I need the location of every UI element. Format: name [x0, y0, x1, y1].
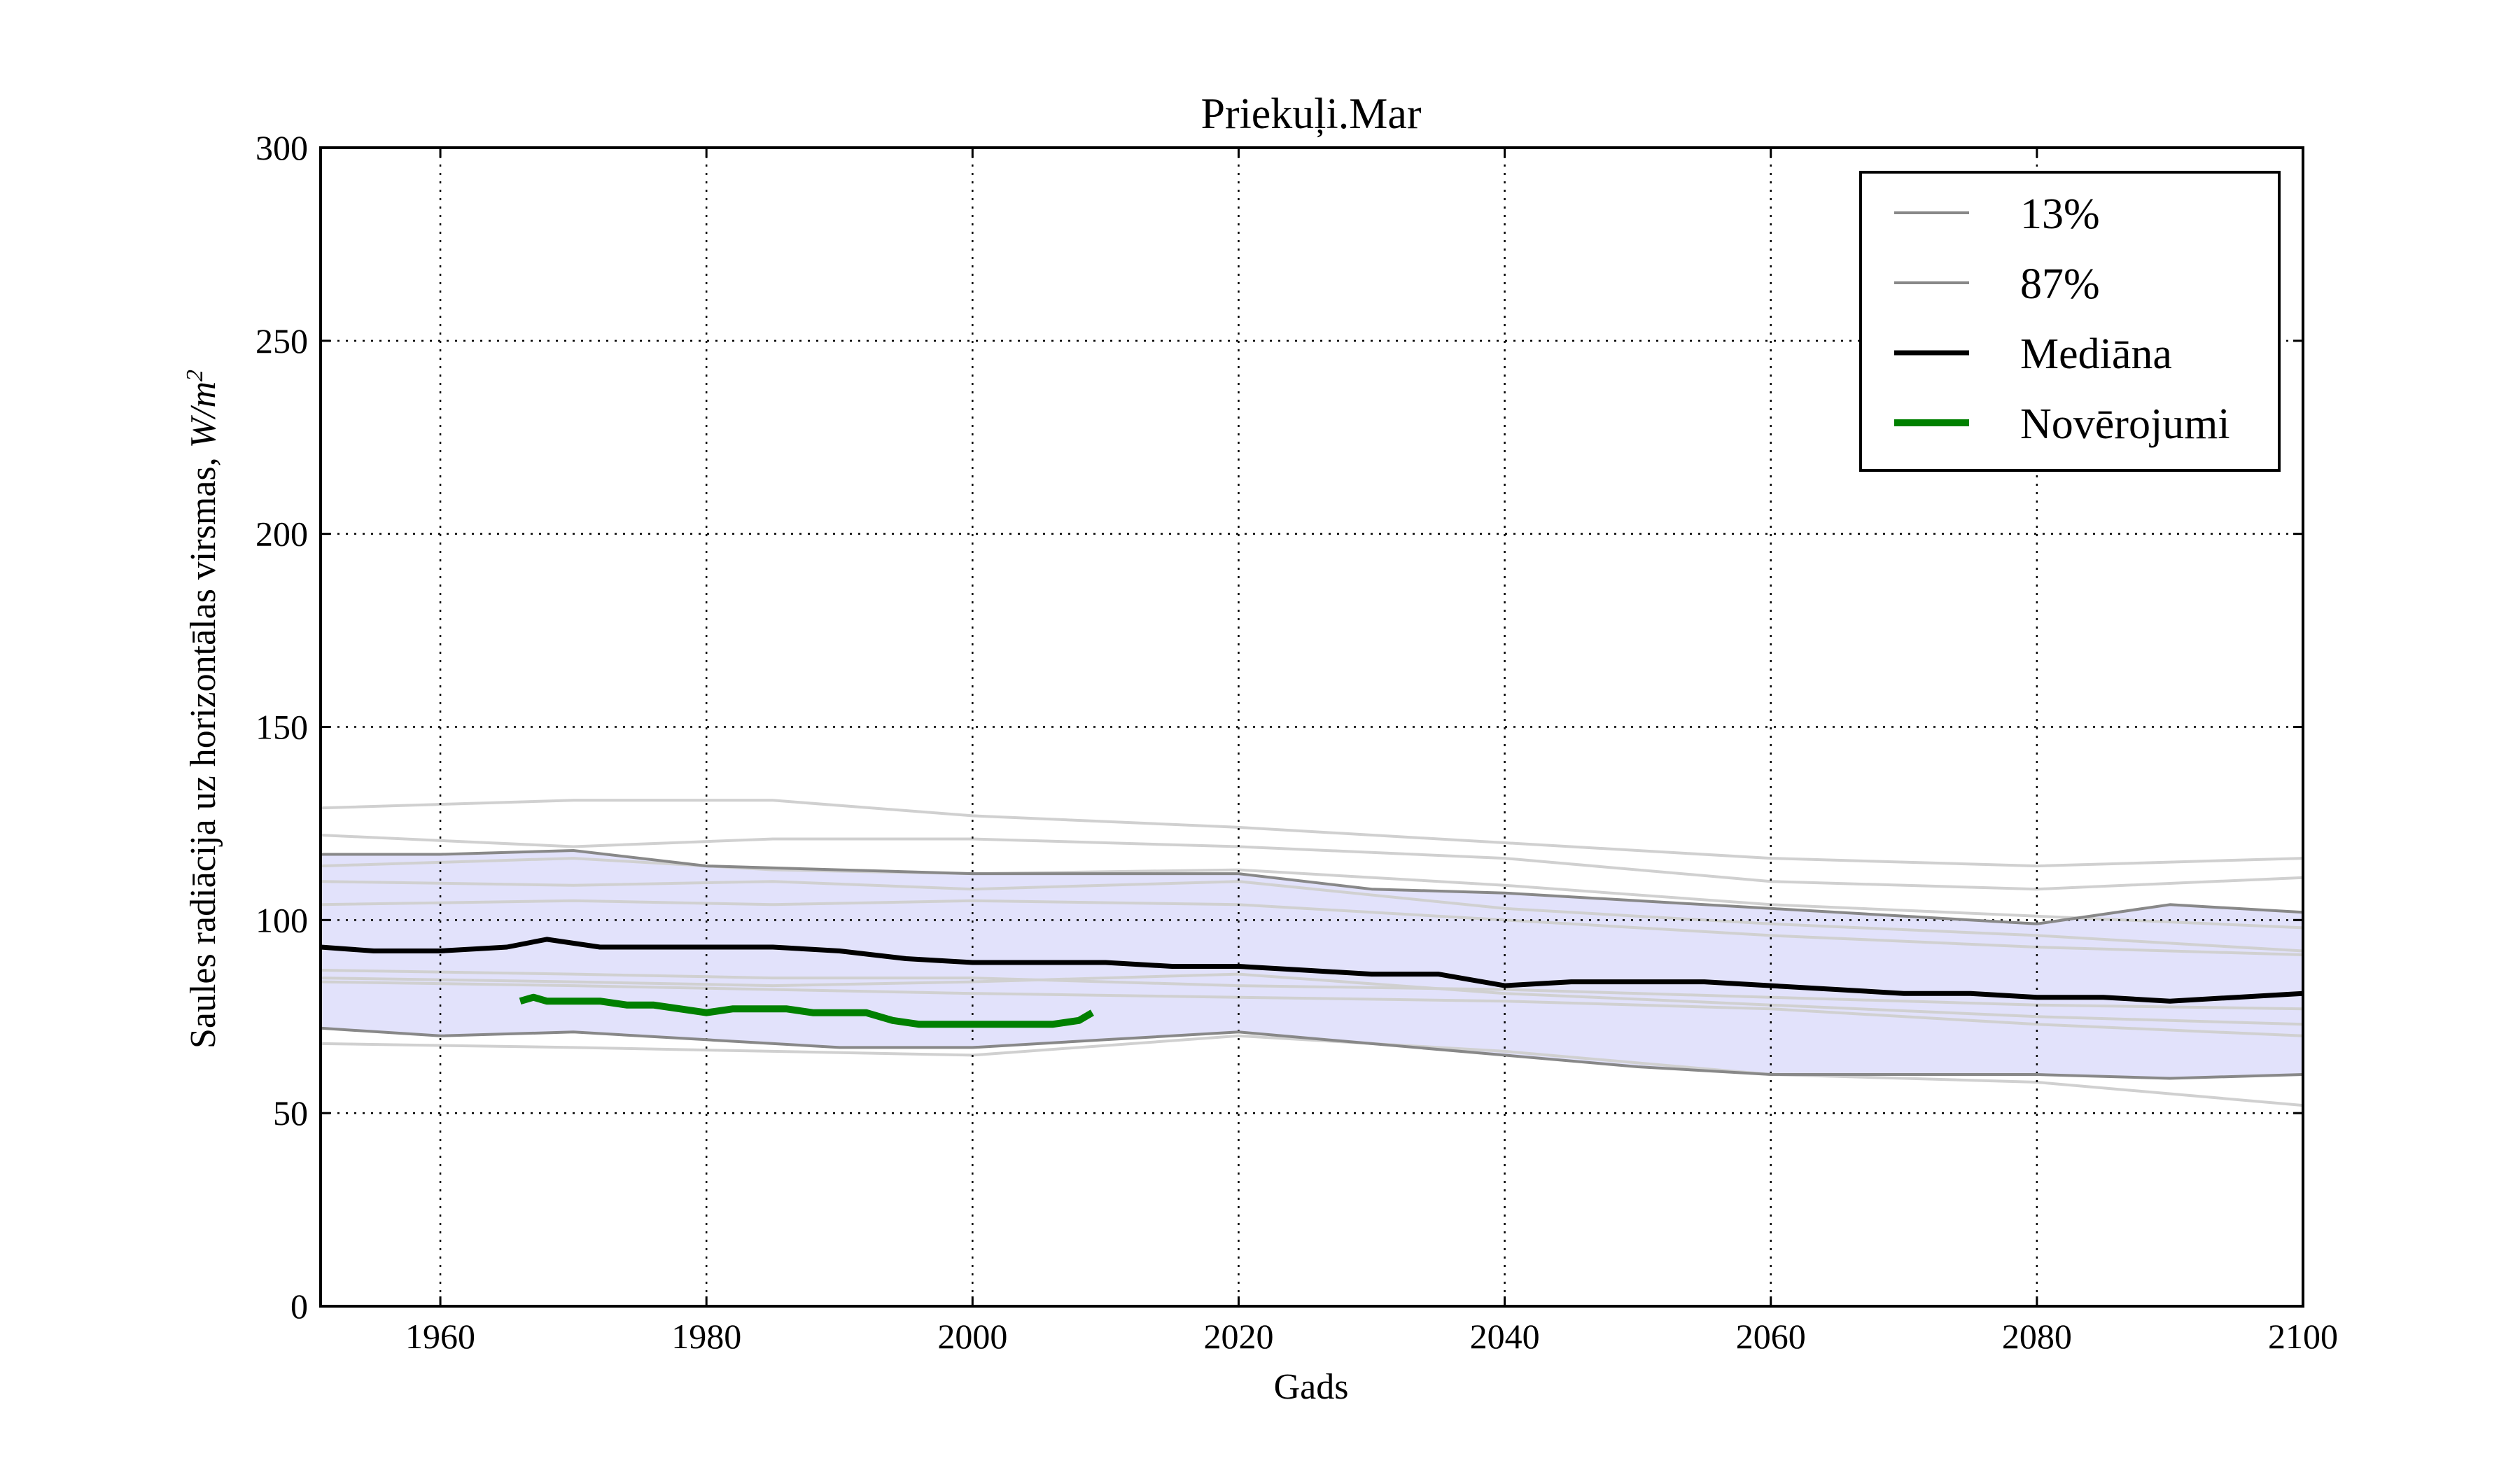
legend-label: 87%: [2020, 260, 2100, 308]
legend-label: 13%: [2020, 190, 2100, 238]
legend: 13% 87% Mediāna Novērojumi: [1859, 171, 2281, 472]
x-tick-label: 1980: [671, 1317, 741, 1356]
chart-title: Priekuļi.Mar: [1200, 90, 1421, 138]
uncertainty-band: [321, 850, 2303, 1079]
series-lines: [321, 849, 2303, 1080]
legend-label: Mediāna: [2020, 330, 2172, 378]
legend-label: Novērojumi: [2020, 400, 2230, 448]
ensemble-members: [321, 799, 2303, 1107]
x-tick-label: 2080: [2002, 1317, 2072, 1356]
y-tick-label: 200: [255, 514, 308, 554]
series-line-mediāna: [321, 937, 2303, 1004]
y-tick-label: 0: [290, 1287, 308, 1326]
ensemble-line-1: [321, 799, 2303, 868]
y-tick-label: 300: [255, 128, 308, 167]
y-tick-label: 250: [255, 321, 308, 360]
y-axis-label: Saules radiācija uz horizontālas virsmas…: [182, 370, 224, 1049]
ensemble-line-6: [321, 969, 2303, 1011]
x-tick-label: 2060: [1736, 1317, 1806, 1356]
y-tick-label: 100: [255, 900, 308, 939]
ensemble-line-4: [321, 880, 2303, 953]
x-tick-label: 2040: [1470, 1317, 1540, 1356]
ticks: 1960 1980 2000 2020 2040 2060 2080 2100 0 50 100 15…: [255, 128, 2338, 1356]
ensemble-line-3: [321, 857, 2303, 930]
ensemble-line-7: [321, 972, 2303, 1026]
x-tick-label: 2100: [2268, 1317, 2338, 1356]
x-axis-label: Gads: [1274, 1367, 1349, 1407]
x-tick-label: 1960: [405, 1317, 475, 1356]
grid: [321, 148, 2303, 1306]
ensemble-line-9: [321, 1034, 2303, 1107]
series-line-13pct: [321, 1026, 2303, 1080]
series-line-novērojumi: [519, 993, 1094, 1028]
y-tick-label: 150: [255, 708, 308, 747]
x-tick-label: 2020: [1203, 1317, 1273, 1356]
plot-area: 1960 1980 2000 2020 2040 2060 2080 2100 0 50 100 15…: [255, 128, 2338, 1356]
x-tick-label: 2000: [937, 1317, 1007, 1356]
y-tick-label: 50: [273, 1093, 308, 1133]
series-line-87pct: [321, 849, 2303, 925]
